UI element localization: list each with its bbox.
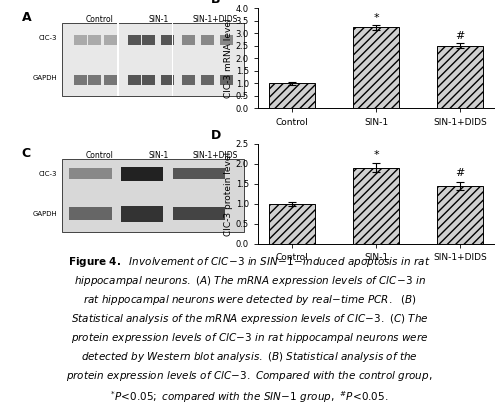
Y-axis label: ClC-3 protein level: ClC-3 protein level <box>224 152 233 236</box>
Text: ClC-3: ClC-3 <box>39 171 57 176</box>
Bar <box>88 35 101 45</box>
Bar <box>173 168 225 179</box>
Bar <box>220 35 233 45</box>
Text: A: A <box>22 11 31 24</box>
Text: SIN-1: SIN-1 <box>149 150 169 160</box>
Bar <box>121 205 164 222</box>
Text: SIN-1+DIDS: SIN-1+DIDS <box>193 150 238 160</box>
Bar <box>74 76 87 85</box>
Text: B: B <box>211 0 220 6</box>
Bar <box>117 24 119 97</box>
Bar <box>437 46 483 108</box>
Bar <box>74 35 87 45</box>
Text: D: D <box>211 129 221 142</box>
Bar <box>128 76 141 85</box>
Bar <box>69 168 111 179</box>
Y-axis label: ClC-3 mRNA level: ClC-3 mRNA level <box>224 18 233 98</box>
Bar <box>142 76 155 85</box>
Bar <box>121 167 164 181</box>
Text: $\bf{Figure\ 4.}$$\it{\ \ Involvement\ of\ ClC\!-\!3\ in\ SIN\!-\!1\!-\!induced\: $\bf{Figure\ 4.}$$\it{\ \ Involvement\ o… <box>66 255 433 405</box>
Text: ClC-3: ClC-3 <box>39 35 57 42</box>
Bar <box>88 76 101 85</box>
Bar <box>69 207 111 220</box>
Bar <box>104 76 117 85</box>
Bar <box>437 186 483 244</box>
Text: SIN-1: SIN-1 <box>149 16 169 24</box>
Bar <box>268 84 315 108</box>
Bar <box>173 207 225 220</box>
Text: Control: Control <box>86 150 114 160</box>
Text: *: * <box>373 150 379 160</box>
Text: GAPDH: GAPDH <box>32 210 57 217</box>
Text: *: * <box>373 13 379 23</box>
Bar <box>161 35 174 45</box>
Bar <box>220 76 233 85</box>
Bar <box>62 24 244 97</box>
Bar <box>182 76 195 85</box>
Bar <box>182 35 195 45</box>
Bar <box>201 35 214 45</box>
Text: Control: Control <box>86 16 114 24</box>
Text: #: # <box>456 168 465 178</box>
Bar <box>128 35 141 45</box>
Bar <box>268 204 315 244</box>
Bar <box>201 76 214 85</box>
Bar <box>353 168 399 244</box>
Text: C: C <box>22 147 31 160</box>
Bar <box>161 76 174 85</box>
Bar <box>62 158 244 231</box>
Text: SIN-1+DIDS: SIN-1+DIDS <box>193 16 238 24</box>
Bar <box>172 24 173 97</box>
Bar <box>142 35 155 45</box>
Text: #: # <box>456 32 465 42</box>
Bar <box>104 35 117 45</box>
Bar <box>353 27 399 108</box>
Text: GAPDH: GAPDH <box>32 76 57 81</box>
